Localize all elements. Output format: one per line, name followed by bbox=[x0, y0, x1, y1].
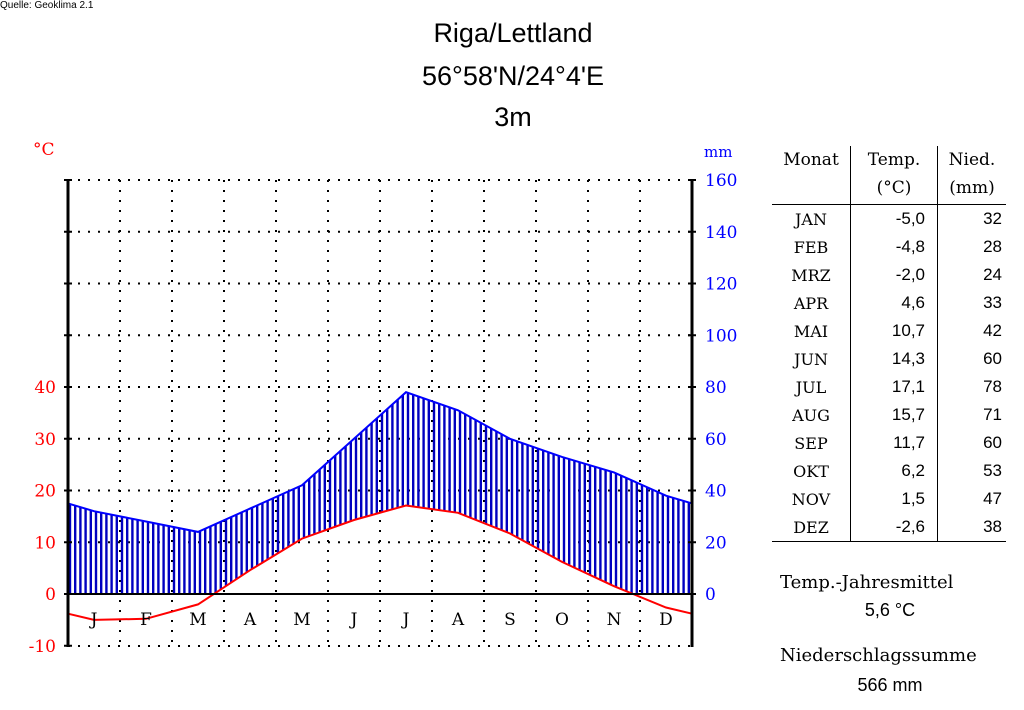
table-cell-month: SEP bbox=[794, 433, 828, 453]
header-month: Monat bbox=[772, 146, 851, 205]
table-cell-temp: 10,7 bbox=[850, 317, 938, 345]
month-label: S bbox=[504, 610, 516, 630]
month-label: N bbox=[607, 610, 622, 630]
precip-tick-label: 120 bbox=[705, 275, 737, 295]
table-cell-precip: 47 bbox=[937, 485, 1006, 513]
table-cell-temp: 14,3 bbox=[850, 345, 938, 373]
precip-tick-label: 160 bbox=[705, 171, 737, 191]
table-cell-month: FEB bbox=[793, 237, 829, 257]
precip-area bbox=[67, 391, 693, 594]
table-row: JUL 17,1 78 bbox=[772, 373, 1006, 401]
temp-tick-label: 10 bbox=[34, 533, 56, 553]
temp-tick-label: 0 bbox=[45, 585, 56, 605]
precip-tick-label: 140 bbox=[705, 223, 737, 243]
table-row: MAI 10,7 42 bbox=[772, 317, 1006, 345]
month-label: J bbox=[401, 610, 410, 630]
table-row: OKT 6,2 53 bbox=[772, 457, 1006, 485]
chart-title-elevation: 3m bbox=[494, 102, 532, 132]
month-label: J bbox=[89, 610, 98, 630]
table-cell-month: DEZ bbox=[772, 513, 851, 542]
table-row: SEP 11,7 60 bbox=[772, 429, 1006, 457]
month-label: F bbox=[140, 610, 152, 630]
month-label: A bbox=[243, 610, 257, 630]
table-cell-month: MAI bbox=[793, 321, 829, 341]
table-cell-month: APR bbox=[793, 293, 829, 313]
month-label: M bbox=[293, 610, 310, 630]
table-cell-precip: 28 bbox=[937, 233, 1006, 261]
table-cell-temp: 15,7 bbox=[850, 401, 938, 429]
temp-unit-label: °C bbox=[33, 140, 55, 160]
table-cell-precip: 24 bbox=[937, 261, 1006, 289]
table-cell-precip: 71 bbox=[937, 401, 1006, 429]
precip-unit-label: mm bbox=[704, 143, 732, 161]
table-cell-precip: 32 bbox=[937, 204, 1006, 233]
table-cell-temp: 4,6 bbox=[850, 289, 938, 317]
precip-tick-label: 100 bbox=[705, 326, 737, 346]
climate-table: Monat Temp. (°C) Nied. (mm) JAN -5,0 32 FEB -4… bbox=[772, 146, 1006, 542]
source-note: Quelle: Geoklima 2.1 bbox=[0, 0, 94, 11]
month-label: J bbox=[349, 610, 358, 630]
precip-tick-label: 40 bbox=[705, 482, 727, 502]
table-cell-month: OKT bbox=[793, 461, 829, 481]
table-row: AUG 15,7 71 bbox=[772, 401, 1006, 429]
axes bbox=[64, 179, 696, 647]
temp-mean-value: 5,6 °C bbox=[864, 600, 916, 620]
temp-series bbox=[67, 504, 693, 621]
table-row: NOV 1,5 47 bbox=[772, 485, 1006, 513]
table-cell-month: NOV bbox=[791, 489, 831, 509]
table-row: DEZ -2,6 38 bbox=[772, 513, 1006, 542]
table-cell-temp: -4,8 bbox=[850, 233, 938, 261]
precip-sum-value: 566 mm bbox=[857, 675, 923, 695]
table-cell-precip: 53 bbox=[937, 457, 1006, 485]
month-label: A bbox=[451, 610, 465, 630]
chart-title-place: Riga/Lettland bbox=[433, 18, 593, 48]
table-cell-temp: 17,1 bbox=[850, 373, 938, 401]
axis-labels: °C mm -10 0 10 20 30 40 0 20 40 60 80 100 120 140 160 J F M… bbox=[29, 140, 738, 657]
table-row: JAN -5,0 32 bbox=[772, 204, 1006, 233]
table-cell-precip: 42 bbox=[937, 317, 1006, 345]
table-cell-precip: 60 bbox=[937, 345, 1006, 373]
table-row: FEB -4,8 28 bbox=[772, 233, 1006, 261]
temp-tick-label: 30 bbox=[34, 430, 56, 450]
temp-line bbox=[67, 504, 693, 621]
precip-tick-label: 0 bbox=[705, 585, 716, 605]
table-row: APR 4,6 33 bbox=[772, 289, 1006, 317]
temp-tick-label: 20 bbox=[34, 482, 56, 502]
precip-tick-label: 20 bbox=[705, 533, 727, 553]
precip-sum-label: Niederschlagssumme bbox=[780, 645, 977, 666]
table-cell-month: JUL bbox=[795, 377, 827, 397]
month-label: O bbox=[555, 610, 569, 630]
table-cell-temp: 6,2 bbox=[850, 457, 938, 485]
table-cell-temp: -2,6 bbox=[850, 513, 938, 542]
table-cell-precip: 78 bbox=[937, 373, 1006, 401]
temp-tick-label: 40 bbox=[34, 378, 56, 398]
table-cell-temp: 1,5 bbox=[850, 485, 938, 513]
header-temp: Temp. (°C) bbox=[850, 146, 938, 205]
table-cell-month: AUG bbox=[792, 405, 830, 425]
table-cell-temp: -2,0 bbox=[850, 261, 938, 289]
temp-mean-label: Temp.-Jahresmittel bbox=[780, 572, 954, 593]
month-label: D bbox=[659, 610, 673, 630]
table-cell-precip: 60 bbox=[937, 429, 1006, 457]
header-precip: Nied. (mm) bbox=[937, 146, 1006, 205]
table-cell-temp: -5,0 bbox=[850, 204, 938, 233]
table-cell-precip: 38 bbox=[937, 513, 1006, 542]
temp-tick-label: -10 bbox=[29, 637, 56, 657]
table-cell-precip: 33 bbox=[937, 289, 1006, 317]
table-row: JUN 14,3 60 bbox=[772, 345, 1006, 373]
table-row: MRZ -2,0 24 bbox=[772, 261, 1006, 289]
table-cell-month: MRZ bbox=[791, 265, 831, 285]
chart-title-coords: 56°58'N/24°4'E bbox=[421, 61, 605, 91]
precip-line bbox=[67, 391, 693, 533]
grid bbox=[68, 179, 692, 647]
month-label: M bbox=[189, 610, 206, 630]
table-cell-month: JAN bbox=[795, 209, 827, 229]
table-cell-temp: 11,7 bbox=[850, 429, 938, 457]
table-cell-month: JUN bbox=[794, 349, 828, 369]
precip-tick-label: 80 bbox=[705, 378, 727, 398]
precip-tick-label: 60 bbox=[705, 430, 727, 450]
